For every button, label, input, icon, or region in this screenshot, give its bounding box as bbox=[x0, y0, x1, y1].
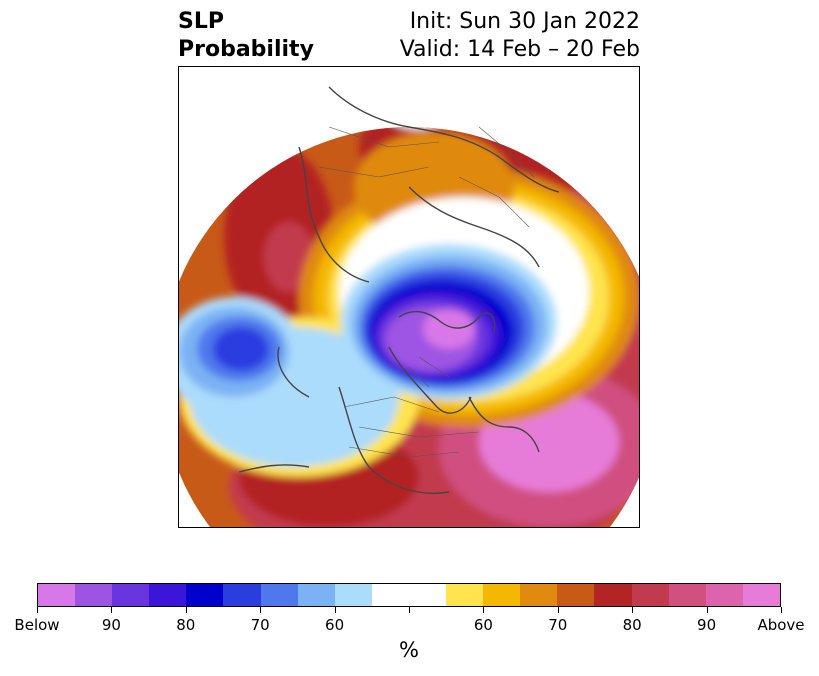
colorbar-segment bbox=[742, 584, 780, 606]
colorbar-segment bbox=[75, 584, 113, 606]
colorbar-segment bbox=[408, 584, 447, 606]
colorbar-segment bbox=[705, 584, 743, 606]
colorbar-segment bbox=[520, 584, 558, 606]
colorbar-segment bbox=[631, 584, 669, 606]
colorbar-segment bbox=[260, 584, 298, 606]
colorbar-tick bbox=[707, 607, 708, 613]
colorbar bbox=[37, 583, 781, 607]
title-valid-range: Valid: 14 Feb – 20 Feb bbox=[399, 37, 640, 62]
colorbar-tick-label: 60 bbox=[325, 616, 345, 634]
colorbar-tick-label: 70 bbox=[548, 616, 568, 634]
colorbar-segment bbox=[149, 584, 187, 606]
map-panel bbox=[178, 66, 640, 528]
country-borders bbox=[318, 126, 535, 458]
colorbar-tick bbox=[632, 607, 633, 613]
probability-shading bbox=[179, 127, 639, 527]
colorbar-unit-label: % bbox=[399, 638, 419, 662]
colorbar-segment bbox=[334, 584, 372, 606]
colorbar-tick-label: 90 bbox=[101, 616, 121, 634]
probability-map bbox=[179, 86, 639, 527]
colorbar-tick-label: Above bbox=[757, 616, 805, 634]
colorbar-segment bbox=[371, 584, 409, 606]
colorbar-tick bbox=[558, 607, 559, 613]
colorbar-tick bbox=[409, 607, 410, 613]
map-title-right: Init: Sun 30 Jan 2022 Valid: 14 Feb – 20… bbox=[400, 8, 640, 64]
colorbar-segment bbox=[668, 584, 706, 606]
colorbar-segment bbox=[186, 584, 224, 606]
title-init-date: Init: Sun 30 Jan 2022 bbox=[409, 9, 640, 34]
colorbar-tick bbox=[335, 607, 336, 613]
coastlines bbox=[238, 86, 560, 494]
colorbar-tick-label: 60 bbox=[473, 616, 493, 634]
colorbar-tick bbox=[483, 607, 484, 613]
colorbar-tick bbox=[37, 607, 38, 613]
title-variable: SLP bbox=[178, 9, 224, 34]
colorbar-tick bbox=[260, 607, 261, 613]
colorbar-tick bbox=[186, 607, 187, 613]
colorbar-segment bbox=[483, 584, 521, 606]
map-title-left: SLP Probability bbox=[178, 8, 314, 64]
colorbar-segment bbox=[446, 584, 484, 606]
colorbar-tick-label: 80 bbox=[622, 616, 642, 634]
colorbar-segment bbox=[223, 584, 261, 606]
colorbar-segment bbox=[594, 584, 632, 606]
colorbar-tick bbox=[781, 607, 782, 613]
colorbar-tick-label: Below bbox=[14, 616, 60, 634]
colorbar-segment bbox=[112, 584, 150, 606]
colorbar-segment bbox=[557, 584, 595, 606]
colorbar-segment bbox=[38, 584, 76, 606]
colorbar-tick-label: 70 bbox=[250, 616, 270, 634]
title-product: Probability bbox=[178, 37, 314, 62]
colorbar-tick-label: 80 bbox=[176, 616, 196, 634]
colorbar-tick bbox=[111, 607, 112, 613]
colorbar-tick-label: 90 bbox=[697, 616, 717, 634]
colorbar-segment bbox=[297, 584, 335, 606]
